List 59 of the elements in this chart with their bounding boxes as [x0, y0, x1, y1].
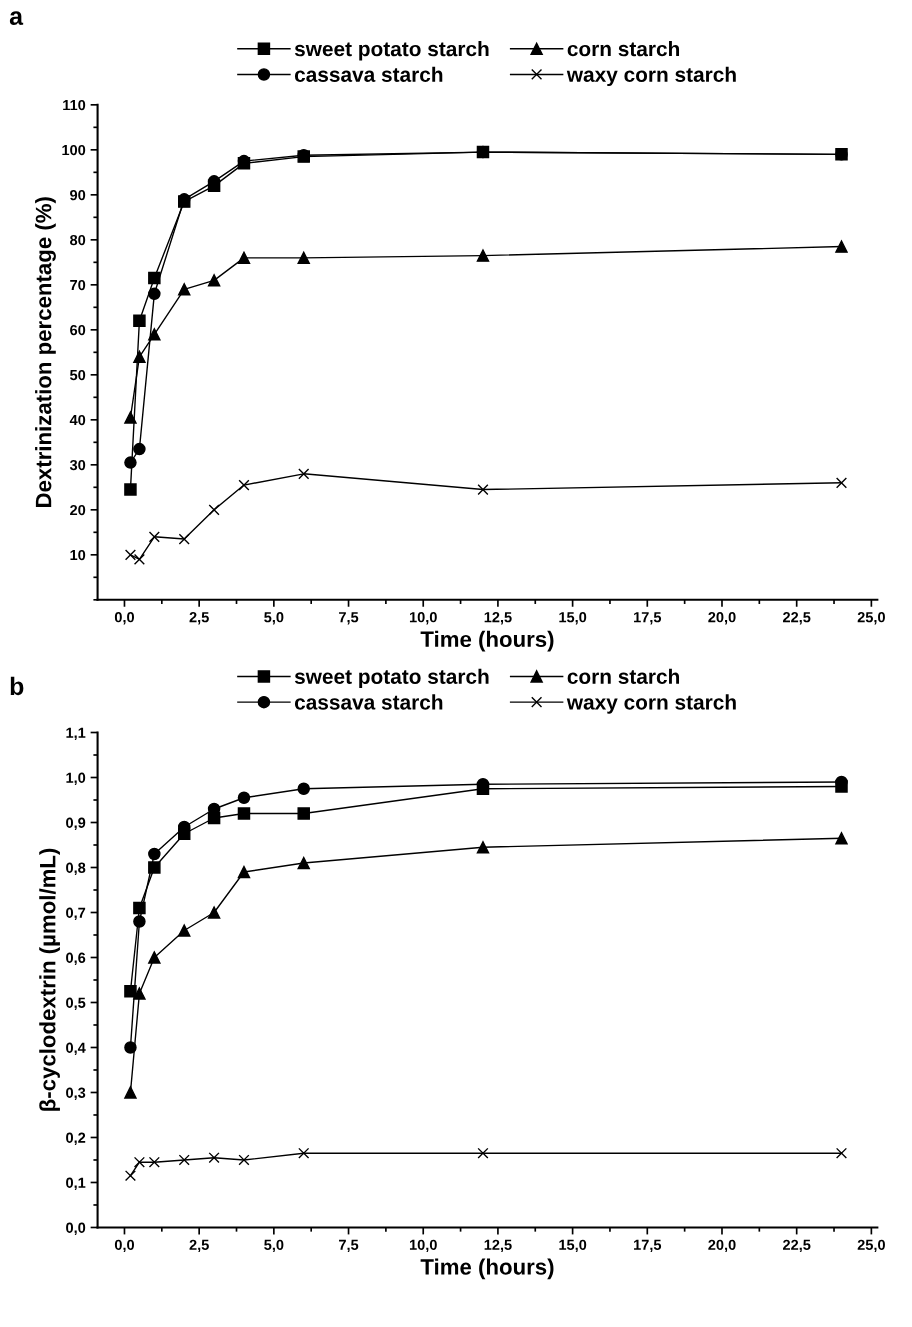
y-tick-label: 60 [70, 324, 86, 336]
x-tick-label: 17,5 [634, 1239, 662, 1253]
x-tick-label: 20,0 [708, 1239, 736, 1253]
y-tick-label: 0,7 [66, 907, 86, 921]
y-tick-label: 0,6 [66, 952, 86, 966]
legend-label: waxy corn starch [566, 66, 736, 87]
y-axis-title: β-cyclodextrin (µmol/mL) [39, 848, 60, 1111]
y-tick-label: 80 [70, 234, 86, 246]
text: a [9, 11, 24, 25]
x-tick-label: 5,0 [264, 1239, 284, 1253]
y-tick-label: 110 [63, 99, 86, 111]
x-tick-label: 15,0 [559, 1239, 587, 1253]
legend-label: corn starch [567, 40, 680, 57]
y-tick-label: 10 [70, 549, 86, 561]
legend-label: sweet potato starch [294, 40, 489, 61]
y-tick-label: 20 [70, 504, 86, 516]
legend-label: cassava starch [294, 66, 443, 82]
y-tick-label: 0,0 [66, 1222, 86, 1236]
x-tick-label: 7,5 [339, 1239, 359, 1253]
y-tick-label: 100 [62, 144, 86, 156]
x-tick-label: 12,5 [484, 611, 512, 625]
legend-label: waxy corn starch [566, 694, 736, 714]
y-tick-label: 0,1 [66, 1177, 86, 1191]
x-tick-label: 22,5 [782, 1239, 811, 1253]
y-tick-label: 0,3 [66, 1087, 86, 1101]
y-axis-title: Dextrinization percentage (%) [35, 197, 56, 508]
x-tick-label: 0,0 [114, 1239, 135, 1253]
x-tick-label: 7,5 [339, 612, 359, 625]
legend-label: sweet potato starch [294, 668, 489, 689]
y-tick-label: 30 [69, 459, 86, 471]
x-tick-label: 5,0 [264, 611, 284, 625]
y-tick-label: 0,8 [66, 862, 86, 876]
x-axis-title: Time (hours) [420, 1258, 554, 1280]
y-tick-label: 0,9 [66, 817, 86, 831]
x-tick-label: 10,0 [409, 1239, 437, 1253]
x-tick-label: 22,5 [782, 611, 811, 625]
x-tick-label: 25,0 [857, 611, 885, 625]
x-tick-label: 2,5 [189, 611, 209, 625]
x-tick-label: 12,5 [484, 1239, 512, 1253]
x-tick-label: 17,5 [634, 612, 662, 625]
y-tick-label: 40 [69, 414, 86, 426]
y-tick-label: 90 [70, 189, 86, 201]
x-tick-label: 15,0 [559, 611, 587, 625]
x-tick-label: 2,5 [189, 1239, 209, 1253]
y-tick-label: 1,0 [66, 772, 86, 786]
y-tick-label: 50 [70, 369, 86, 381]
legend-label: corn starch [567, 668, 680, 684]
y-tick-label: 0,2 [66, 1132, 86, 1146]
legend-label: cassava starch [294, 694, 443, 710]
text: b [10, 676, 24, 696]
y-tick-label: 70 [70, 279, 86, 291]
x-tick-label: 0,0 [114, 611, 135, 625]
x-tick-label: 25,0 [857, 1239, 885, 1253]
x-tick-label: 10,0 [409, 611, 437, 625]
y-tick-label: 0,4 [66, 1042, 86, 1056]
y-tick-label: 1,1 [66, 727, 86, 741]
y-tick-label: 0,5 [66, 997, 86, 1011]
x-axis-title: Time (hours) [420, 630, 554, 652]
x-tick-label: 20,0 [708, 611, 736, 625]
